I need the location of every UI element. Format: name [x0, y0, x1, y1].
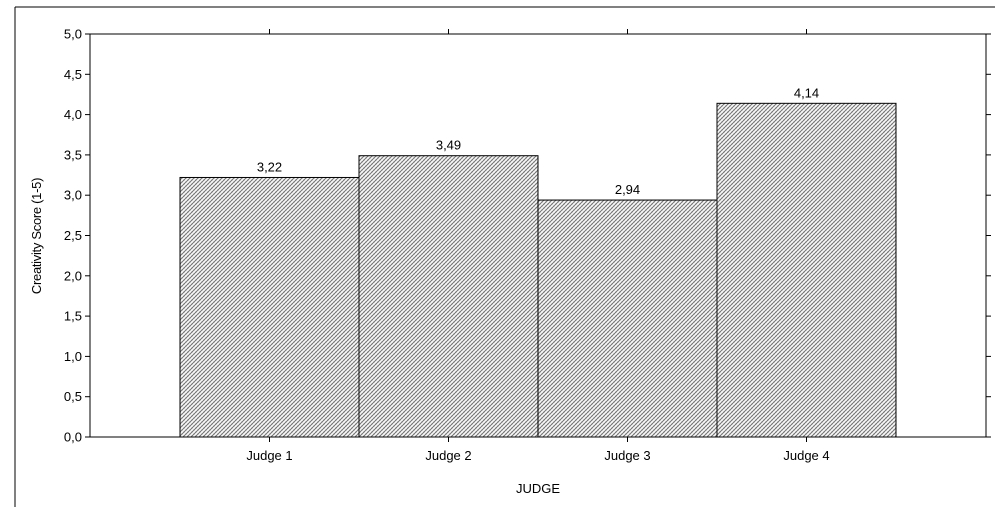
x-category-label: Judge 2 — [425, 448, 471, 463]
y-tick-label: 2,0 — [64, 268, 82, 283]
y-tick-label: 0,0 — [64, 430, 82, 445]
bar-value-label: 3,22 — [257, 159, 282, 174]
x-category-label: Judge 3 — [604, 448, 650, 463]
x-category-label: Judge 1 — [246, 448, 292, 463]
x-axis-title: JUDGE — [516, 481, 560, 496]
y-tick-label: 1,0 — [64, 349, 82, 364]
y-tick-label: 4,5 — [64, 67, 82, 82]
bar-4 — [716, 102, 897, 438]
x-axis: Judge 1 Judge 2 Judge 3 Judge 4 — [246, 29, 830, 463]
y-axis: 0,0 0,5 1,0 1,5 2,0 2,5 3,0 3,5 4,0 4,5 5,0 — [64, 27, 991, 445]
x-category-label: Judge 4 — [783, 448, 829, 463]
value-labels-group: 3,22 3,49 2,94 4,14 — [257, 85, 819, 197]
y-tick-label: 1,5 — [64, 309, 82, 324]
bars-group — [179, 102, 897, 438]
y-tick-label: 3,5 — [64, 147, 82, 162]
y-tick-label: 4,0 — [64, 107, 82, 122]
y-tick-label: 3,0 — [64, 188, 82, 203]
bar-value-label: 4,14 — [794, 85, 819, 100]
y-tick-label: 5,0 — [64, 27, 82, 42]
bar-2 — [358, 155, 539, 438]
bar-1 — [179, 176, 360, 438]
bar-3 — [537, 199, 718, 438]
y-tick-label: 2,5 — [64, 228, 82, 243]
bar-value-label: 2,94 — [615, 182, 640, 197]
y-axis-title: Creativity Score (1-5) — [29, 178, 44, 294]
y-tick-label: 0,5 — [64, 389, 82, 404]
bar-value-label: 3,49 — [436, 138, 461, 153]
